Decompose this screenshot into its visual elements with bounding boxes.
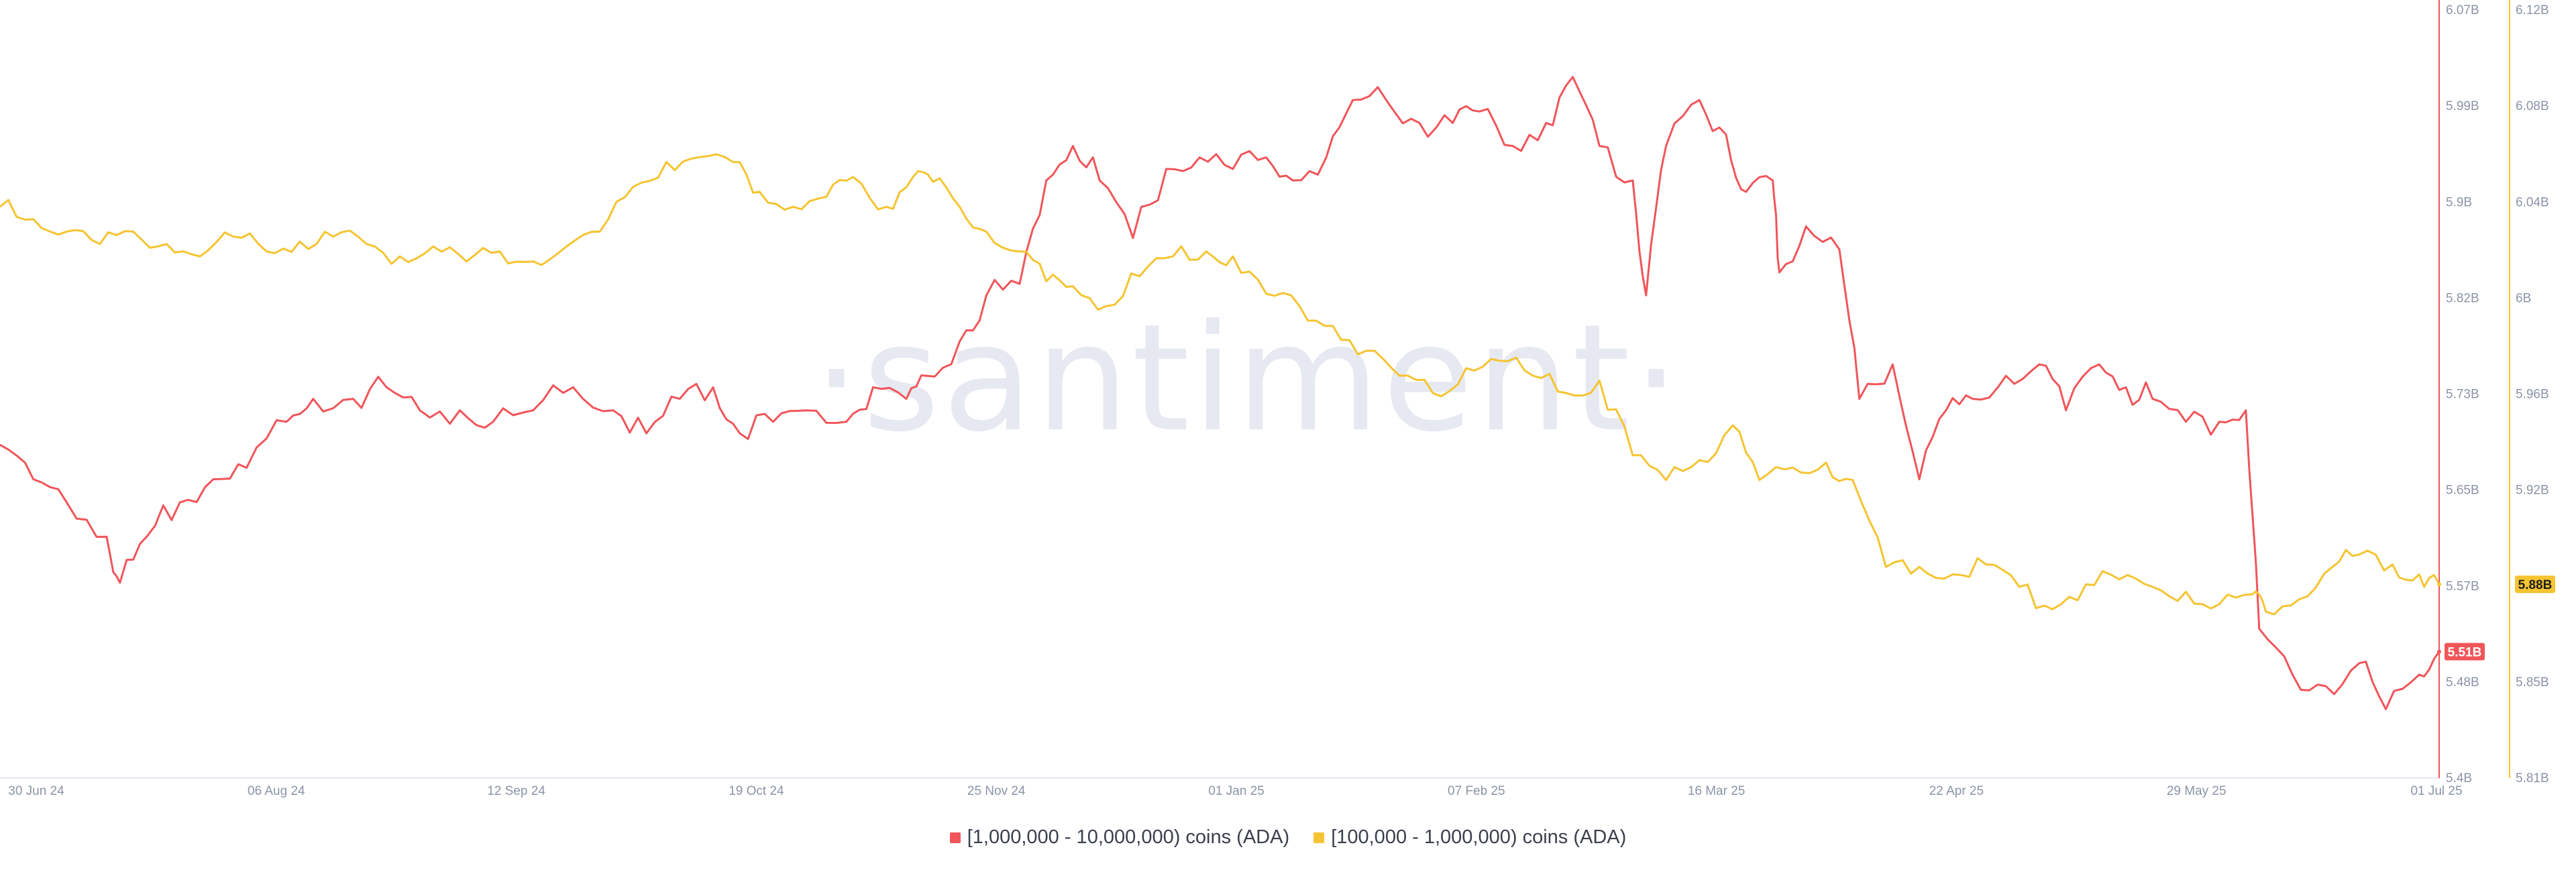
right-y-tick-label: 6.04B [2516, 195, 2549, 209]
left-y-tick-label: 5.65B [2446, 484, 2479, 498]
series-line-2 [0, 153, 2440, 616]
legend-label-series1: [1,000,000 - 10,000,000) coins (ADA) [967, 826, 1290, 848]
left-y-tick-label: 5.9B [2446, 195, 2472, 209]
left-y-tick-label: 5.82B [2446, 291, 2479, 305]
x-tick-label: 12 Sep 24 [487, 784, 545, 798]
right-y-tick-label: 5.92B [2516, 484, 2549, 498]
left-y-axis-ticks: 5.4B 5.48B 5.57B 5.65B 5.73B 5.82B 5.9B 5.99B 6.… [2446, 3, 2479, 785]
left-y-tick-label: 5.57B [2446, 580, 2479, 594]
series-line-1 [0, 76, 2440, 710]
x-tick-label: 07 Feb 25 [1448, 784, 1505, 798]
last-value-badge-text-series1: 5.51B [2448, 646, 2482, 660]
right-y-tick-label: 5.96B [2516, 388, 2549, 402]
series-last-point-2 [2437, 582, 2441, 587]
legend-swatch-red [949, 832, 961, 843]
x-tick-label: 30 Jun 24 [8, 784, 64, 798]
x-tick-label: 01 Jan 25 [1208, 784, 1264, 798]
x-tick-label: 16 Mar 25 [1688, 784, 1746, 798]
x-tick-label: 22 Apr 25 [1929, 784, 1984, 798]
right-y-tick-label: 6.12B [2516, 3, 2549, 17]
left-y-tick-label: 5.99B [2446, 99, 2479, 113]
santiment-watermark: ·santiment· [813, 292, 1682, 464]
x-tick-label: 29 May 25 [2167, 784, 2226, 798]
last-value-badge-series1 [2445, 643, 2485, 661]
last-value-badge-text-series2: 5.88B [2518, 578, 2553, 592]
right-y-tick-label: 5.85B [2516, 675, 2549, 690]
legend-item-series2[interactable]: [100,000 - 1,000,000) coins (ADA) [1313, 826, 1626, 849]
x-tick-label: 25 Nov 24 [967, 784, 1026, 798]
right-y-tick-label: 5.81B [2516, 771, 2549, 785]
right-y-tick-label: 6.08B [2516, 99, 2549, 113]
legend: [1,000,000 - 10,000,000) coins (ADA) [10… [0, 826, 2576, 849]
legend-label-series2: [100,000 - 1,000,000) coins (ADA) [1331, 826, 1627, 848]
x-axis-ticks: 30 Jun 24 06 Aug 24 12 Sep 24 19 Oct 24 25 N… [8, 784, 2462, 798]
right-y-axis-ticks: 5.81B5.85B5.88B5.92B5.96B6B6.04B6.08B6.1… [2516, 3, 2549, 785]
series-last-point-1 [2437, 649, 2441, 654]
x-tick-label: 19 Oct 24 [729, 784, 784, 798]
left-y-tick-label: 5.73B [2446, 388, 2479, 402]
series-lines [0, 76, 2441, 710]
last-value-badge-series2 [2515, 576, 2555, 594]
left-y-tick-label: 5.4B [2446, 771, 2472, 785]
left-y-tick-label: 5.48B [2446, 675, 2479, 690]
right-y-tick-label: 6B [2516, 291, 2531, 305]
legend-item-series1[interactable]: [1,000,000 - 10,000,000) coins (ADA) [949, 826, 1290, 849]
x-tick-label: 01 Jul 25 [2410, 784, 2462, 798]
x-tick-label: 06 Aug 24 [248, 784, 305, 798]
left-y-tick-label: 6.07B [2446, 3, 2479, 17]
value-badges: 5.51B 5.88B [2445, 576, 2555, 661]
legend-swatch-yellow [1313, 832, 1325, 843]
